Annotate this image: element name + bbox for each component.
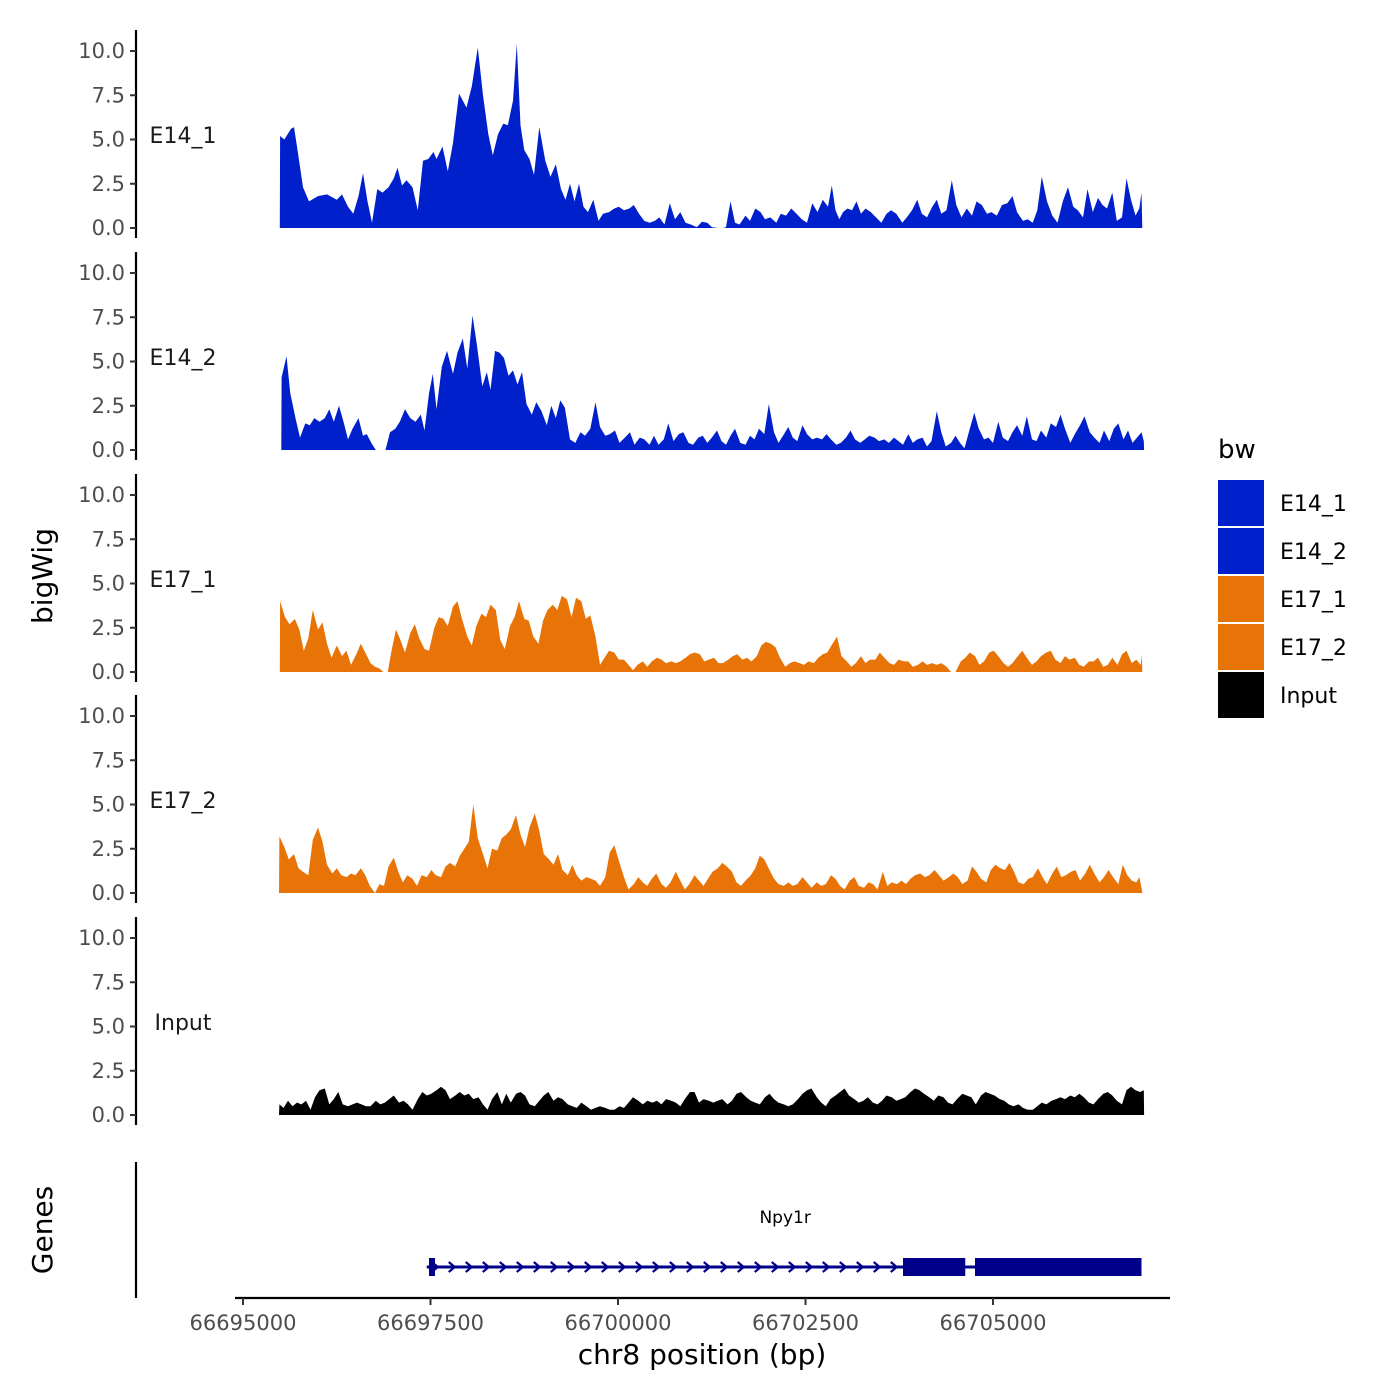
- x-tick-label: 66695000: [190, 1311, 297, 1335]
- gene-exon: [903, 1258, 966, 1276]
- track-e17-2: 0.0 2.5 5.0 7.5 10.0 E17_2: [78, 695, 1143, 905]
- coverage-area-e14-1: [279, 43, 1143, 229]
- track-input: 0.0 2.5 5.0 7.5 10.0 Input: [78, 917, 1145, 1127]
- x-tick-label: 66700000: [565, 1311, 672, 1335]
- y-tick-label: 0.0: [92, 438, 125, 462]
- x-axis: 66695000 66697500 66700000 66702500 66705000: [190, 1296, 1170, 1335]
- track-e14-2: 0.0 2.5 5.0 7.5 10.0 E14_2: [78, 252, 1145, 462]
- strand-arrow: [720, 1261, 729, 1273]
- coverage-area-input: [279, 1086, 1145, 1115]
- x-axis-title: chr8 position (bp): [578, 1338, 827, 1371]
- strand-arrow: [771, 1261, 780, 1273]
- legend-swatch-e17-1: [1218, 576, 1264, 622]
- y-tick-label: 5.0: [92, 128, 125, 152]
- strand-arrow: [737, 1261, 746, 1273]
- y-tick-label: 10.0: [78, 39, 125, 63]
- legend-swatch-input: [1218, 672, 1264, 718]
- gene-panel: Npy1r: [134, 1162, 1142, 1298]
- strand-arrow: [703, 1261, 712, 1273]
- legend-swatch-e17-2: [1218, 624, 1264, 670]
- strand-arrow: [482, 1261, 491, 1273]
- y-tick-label: 7.5: [92, 83, 125, 107]
- strand-arrow: [448, 1261, 457, 1273]
- strand-arrow: [635, 1261, 644, 1273]
- y-tick-label: 7.5: [92, 748, 125, 772]
- track-label-input: Input: [155, 1011, 212, 1036]
- strand-arrow: [550, 1261, 559, 1273]
- strand-arrow: [601, 1261, 610, 1273]
- strand-arrow: [465, 1261, 474, 1273]
- strand-arrow: [669, 1261, 678, 1273]
- legend-label: E14_2: [1280, 540, 1347, 565]
- y-axis-title-genes: Genes: [26, 1186, 59, 1274]
- coverage-area-e17-1: [279, 595, 1143, 672]
- y-tick-label: 5.0: [92, 572, 125, 596]
- y-tick-label: 5.0: [92, 1015, 125, 1039]
- strand-arrow: [618, 1261, 627, 1273]
- legend-label: E17_2: [1280, 636, 1347, 661]
- strand-arrow: [839, 1261, 848, 1273]
- track-label-e14-1: E14_1: [150, 124, 217, 149]
- y-tick-label: 0.0: [92, 216, 125, 240]
- legend-swatch-e14-2: [1218, 528, 1264, 574]
- gene-exon: [975, 1258, 1142, 1276]
- legend: bw E14_1 E14_2 E17_1 E17_2 Input: [1218, 435, 1347, 718]
- coverage-area-e17-2: [279, 804, 1143, 893]
- bigwig-tracks: 0.0 2.5 5.0 7.5 10.0 E14_1 0.0 2.5 5.0 7.5 10.0 E14…: [78, 30, 1145, 1127]
- track-e14-1: 0.0 2.5 5.0 7.5 10.0 E14_1: [78, 30, 1143, 240]
- strand-arrow: [567, 1261, 576, 1273]
- legend-title: bw: [1218, 435, 1256, 465]
- strand-arrow: [822, 1261, 831, 1273]
- y-tick-label: 10.0: [78, 483, 125, 507]
- track-e17-1: 0.0 2.5 5.0 7.5 10.0 E17_1: [78, 474, 1143, 684]
- x-tick-label: 66705000: [940, 1311, 1047, 1335]
- y-tick-label: 2.5: [92, 172, 125, 196]
- y-tick-label: 2.5: [92, 616, 125, 640]
- y-tick-label: 7.5: [92, 527, 125, 551]
- y-tick-label: 10.0: [78, 261, 125, 285]
- legend-label: E14_1: [1280, 492, 1347, 517]
- y-tick-label: 2.5: [92, 837, 125, 861]
- strand-arrow: [890, 1261, 899, 1273]
- legend-label: Input: [1280, 684, 1337, 709]
- x-ticks: 66695000 66697500 66700000 66702500 66705000: [190, 1298, 1047, 1335]
- gene-npy1r: Npy1r: [426, 1208, 1142, 1276]
- y-tick-label: 10.0: [78, 704, 125, 728]
- y-tick-label: 2.5: [92, 1059, 125, 1083]
- strand-arrow: [499, 1261, 508, 1273]
- y-tick-label: 10.0: [78, 926, 125, 950]
- gene-label: Npy1r: [759, 1208, 810, 1228]
- strand-arrow: [533, 1261, 542, 1273]
- strand-arrow: [652, 1261, 661, 1273]
- y-tick-label: 7.5: [92, 970, 125, 994]
- y-tick-label: 0.0: [92, 1103, 125, 1127]
- x-tick-label: 66697500: [377, 1311, 484, 1335]
- coverage-area-e14-2: [281, 315, 1145, 450]
- strand-arrow: [873, 1261, 882, 1273]
- y-tick-label: 0.0: [92, 881, 125, 905]
- strand-arrow: [754, 1261, 763, 1273]
- track-label-e14-2: E14_2: [150, 346, 217, 371]
- track-label-e17-2: E17_2: [150, 789, 217, 814]
- x-tick-label: 66702500: [752, 1311, 859, 1335]
- y-tick-label: 5.0: [92, 350, 125, 374]
- y-tick-label: 0.0: [92, 660, 125, 684]
- strand-arrow: [516, 1261, 525, 1273]
- gene-layer: Npy1r: [426, 1208, 1142, 1276]
- y-tick-label: 5.0: [92, 793, 125, 817]
- strand-arrow: [856, 1261, 865, 1273]
- strand-arrow: [584, 1261, 593, 1273]
- legend-label: E17_1: [1280, 588, 1347, 613]
- strand-arrow: [805, 1261, 814, 1273]
- strand-arrow: [686, 1261, 695, 1273]
- y-tick-label: 7.5: [92, 305, 125, 329]
- y-axis-title-bigwig: bigWig: [26, 528, 59, 624]
- legend-swatch-e14-1: [1218, 480, 1264, 526]
- gene-exon: [429, 1258, 435, 1276]
- strand-arrow: [788, 1261, 797, 1273]
- y-tick-label: 2.5: [92, 394, 125, 418]
- track-label-e17-1: E17_1: [150, 568, 217, 593]
